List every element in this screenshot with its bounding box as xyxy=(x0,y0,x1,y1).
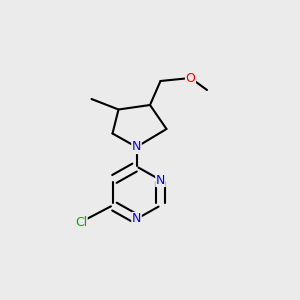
Text: N: N xyxy=(132,140,141,154)
Text: Cl: Cl xyxy=(75,215,87,229)
Text: O: O xyxy=(186,71,195,85)
Text: N: N xyxy=(156,173,165,187)
Text: N: N xyxy=(132,212,141,226)
